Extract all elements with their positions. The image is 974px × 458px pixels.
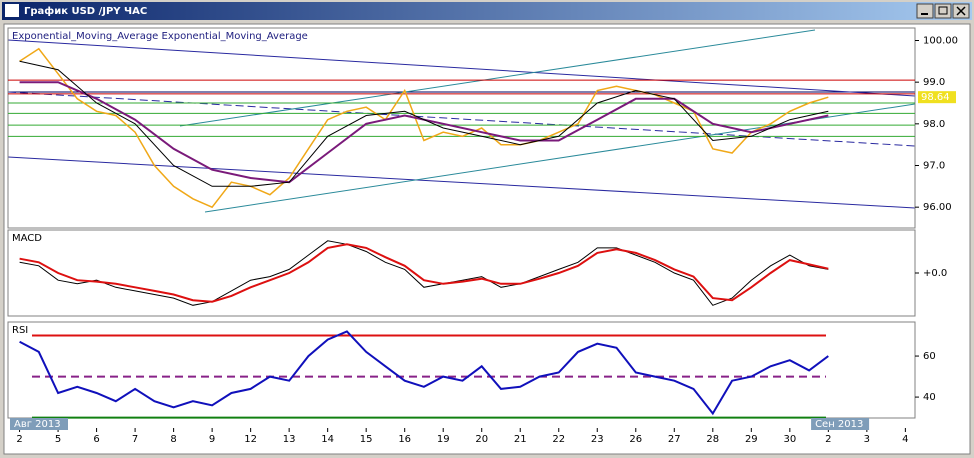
month-box [10, 418, 68, 430]
trend-line [179, 29, 816, 127]
y-tick-label: 98.0 [923, 119, 945, 130]
x-tick-label: 2 [825, 434, 831, 445]
y-tick-label: 100.00 [923, 36, 958, 47]
maximize-button[interactable] [934, 3, 952, 19]
window-icon [5, 4, 19, 17]
x-tick-label: 6 [93, 434, 99, 445]
y-tick-label: 97.0 [923, 161, 945, 172]
x-tick-label: 30 [783, 434, 796, 445]
minimize-button[interactable] [916, 3, 934, 19]
last-price-box [918, 91, 956, 104]
window-title: График USD /JPY ЧАС [24, 5, 147, 17]
x-tick-label: 29 [745, 434, 758, 445]
maximize-icon [938, 6, 948, 15]
trend-line [7, 91, 916, 147]
month-box [811, 418, 870, 430]
month-label: Сен 2013 [815, 419, 863, 430]
indicator-label: MACD [12, 233, 42, 244]
last-price-label: 98.64 [921, 92, 950, 103]
trend-line [7, 156, 916, 209]
trend-lines [7, 29, 916, 213]
x-tick-label: 21 [514, 434, 527, 445]
trend-line [7, 39, 916, 97]
x-tick-label: 26 [629, 434, 642, 445]
title-bar [2, 2, 972, 20]
x-tick-label: 8 [170, 434, 176, 445]
x-tick-label: 2 [16, 434, 22, 445]
series-line [19, 240, 829, 306]
month-label: Авг 2013 [14, 419, 61, 430]
series-line [19, 243, 829, 303]
close-icon [956, 6, 966, 16]
x-tick-label: 19 [437, 434, 450, 445]
x-tick-label: 16 [398, 434, 411, 445]
indicator-label: Exponential_Moving_Average Exponential_M… [12, 31, 308, 42]
x-tick-label: 5 [55, 434, 61, 445]
x-tick-label: 13 [283, 434, 296, 445]
indicator-label: RSI [12, 325, 28, 336]
x-tick-label: 3 [864, 434, 870, 445]
chart-area [3, 23, 971, 455]
y-tick-label: 99.0 [923, 77, 945, 88]
x-tick-label: 22 [552, 434, 565, 445]
y-tick-label: 60 [923, 351, 936, 362]
x-tick-label: 27 [668, 434, 681, 445]
x-tick-label: 20 [475, 434, 488, 445]
x-tick-label: 9 [209, 434, 215, 445]
x-tick-label: 28 [706, 434, 719, 445]
y-tick-label: 40 [923, 392, 936, 403]
series-line [19, 330, 829, 416]
y-tick-label: 96.00 [923, 202, 952, 213]
panel-frame [7, 27, 916, 229]
time-axis [8, 418, 915, 432]
x-tick-label: 7 [132, 434, 138, 445]
x-tick-label: 14 [321, 434, 334, 445]
x-tick-label: 4 [902, 434, 908, 445]
x-tick-label: 15 [360, 434, 373, 445]
x-tick-label: 12 [244, 434, 257, 445]
x-tick-label: 23 [591, 434, 604, 445]
series-line [19, 60, 829, 187]
y-tick-label: +0.0 [923, 268, 947, 279]
